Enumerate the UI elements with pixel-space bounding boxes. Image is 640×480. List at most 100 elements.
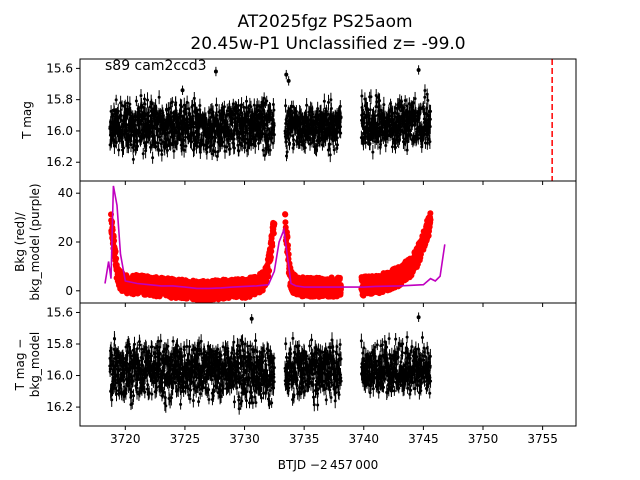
data-point bbox=[126, 101, 130, 105]
bkg-point bbox=[112, 248, 119, 255]
data-point bbox=[129, 143, 133, 147]
data-point bbox=[190, 140, 194, 144]
data-point bbox=[144, 149, 148, 153]
data-point bbox=[268, 148, 272, 152]
data-point bbox=[237, 103, 241, 107]
data-point bbox=[322, 99, 326, 103]
data-point bbox=[364, 141, 368, 145]
data-point bbox=[269, 109, 273, 113]
data-point bbox=[407, 102, 411, 106]
data-point bbox=[338, 104, 342, 108]
data-point bbox=[214, 103, 218, 107]
data-point bbox=[376, 140, 380, 144]
data-point bbox=[135, 144, 139, 148]
outlier-point bbox=[284, 72, 289, 77]
data-point bbox=[416, 137, 420, 141]
data-point bbox=[146, 98, 150, 102]
data-point bbox=[139, 94, 143, 98]
data-point bbox=[261, 148, 265, 152]
data-point bbox=[284, 104, 288, 108]
data-point bbox=[335, 143, 339, 147]
data-point bbox=[245, 131, 249, 135]
data-point bbox=[131, 157, 135, 161]
data-point bbox=[185, 100, 189, 104]
bkg-point bbox=[266, 267, 273, 274]
data-point bbox=[360, 94, 364, 98]
data-point bbox=[272, 133, 276, 137]
panel-marks-top bbox=[108, 59, 553, 181]
data-point bbox=[288, 141, 292, 145]
data-point bbox=[378, 99, 382, 103]
data-point bbox=[221, 140, 225, 144]
outlier-point bbox=[397, 103, 402, 108]
bkg-point bbox=[113, 255, 120, 262]
data-point bbox=[271, 141, 275, 145]
outlier-point bbox=[416, 67, 421, 72]
y-tick-label: 16.2 bbox=[46, 155, 73, 169]
data-point bbox=[324, 137, 328, 141]
data-point bbox=[170, 100, 174, 104]
data-point bbox=[112, 144, 116, 148]
data-point bbox=[156, 129, 160, 133]
data-point bbox=[326, 112, 330, 116]
data-point bbox=[128, 102, 132, 106]
data-point bbox=[428, 125, 432, 129]
data-point bbox=[139, 103, 143, 107]
data-point bbox=[402, 106, 406, 110]
data-point bbox=[121, 146, 125, 150]
data-point bbox=[328, 142, 332, 146]
y-tick-label: 16.0 bbox=[46, 124, 73, 138]
data-point bbox=[213, 150, 217, 154]
data-point bbox=[132, 138, 136, 142]
data-point bbox=[305, 103, 309, 107]
data-point bbox=[213, 136, 217, 140]
bkg-point bbox=[263, 278, 270, 285]
data-point bbox=[303, 146, 307, 150]
data-point bbox=[423, 88, 427, 92]
data-point bbox=[272, 123, 276, 127]
data-point bbox=[329, 107, 333, 111]
data-point bbox=[169, 111, 173, 115]
bkg-point bbox=[267, 254, 274, 261]
y-tick-label: 15.8 bbox=[46, 93, 73, 107]
data-point bbox=[114, 98, 118, 102]
data-point bbox=[182, 138, 186, 142]
data-point bbox=[134, 115, 138, 119]
data-point bbox=[184, 144, 188, 148]
data-point bbox=[172, 149, 176, 153]
data-point bbox=[428, 117, 432, 121]
data-point bbox=[373, 114, 377, 118]
data-point bbox=[285, 150, 289, 154]
data-point bbox=[379, 139, 383, 143]
data-point bbox=[182, 148, 186, 152]
data-point bbox=[225, 145, 229, 149]
data-point bbox=[157, 135, 161, 139]
data-point bbox=[390, 145, 394, 149]
data-point bbox=[339, 131, 343, 135]
data-point bbox=[252, 127, 256, 131]
outlier-point bbox=[286, 78, 291, 83]
bkg-point bbox=[268, 248, 275, 255]
data-point bbox=[249, 105, 253, 109]
figure-title-line2: 20.45w-P1 Unclassified z= -99.0 bbox=[190, 34, 465, 54]
outlier-point bbox=[213, 69, 218, 74]
y-tick-label: 15.6 bbox=[46, 61, 73, 75]
data-point bbox=[210, 152, 214, 156]
data-point bbox=[374, 94, 378, 98]
data-point bbox=[408, 132, 412, 136]
data-point bbox=[207, 111, 211, 115]
data-point bbox=[225, 109, 229, 113]
data-point bbox=[265, 99, 269, 103]
y-axis-label: T mag bbox=[20, 101, 34, 140]
data-point bbox=[114, 141, 118, 145]
data-point bbox=[160, 153, 164, 157]
data-point bbox=[145, 140, 149, 144]
data-point bbox=[339, 115, 343, 119]
data-point bbox=[134, 99, 138, 103]
data-point bbox=[223, 149, 227, 153]
data-point bbox=[198, 150, 202, 154]
data-point bbox=[159, 142, 163, 146]
data-point bbox=[263, 101, 267, 105]
data-point bbox=[363, 116, 367, 120]
